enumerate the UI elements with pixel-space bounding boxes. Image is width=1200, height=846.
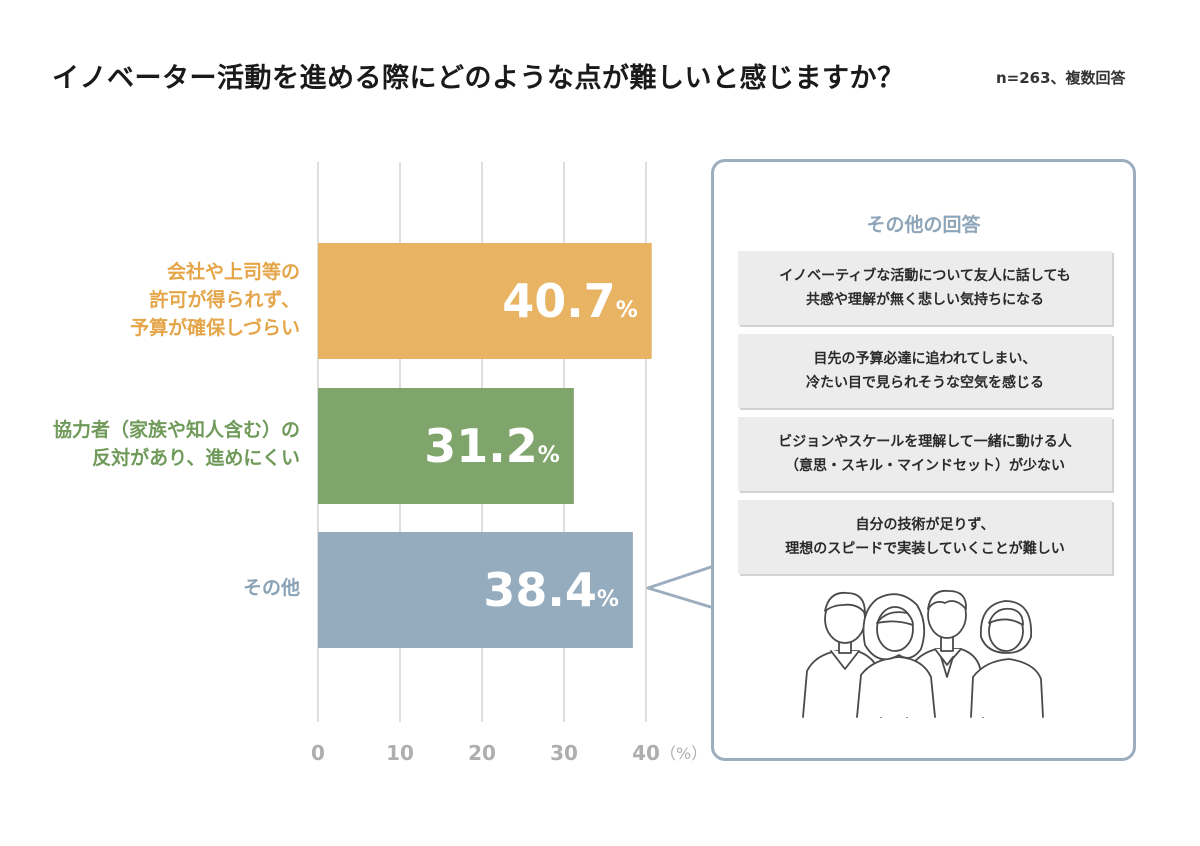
- value-label-3: 38.4%: [483, 563, 619, 617]
- other-answers-panel: その他の回答 イノベーティブな活動について友人に話しても 共感や理解が無く悲しい…: [711, 159, 1136, 761]
- category-label-3: その他: [242, 577, 300, 599]
- x-tick-label-20: 20: [468, 741, 496, 765]
- answer-card-2: 目先の予算必達に追われてしまい、 冷たい目で見られそうな空気を感じる: [738, 334, 1112, 408]
- category-label-1: 会社や上司等の 許可が得られず、 予算が確保しづらい: [130, 261, 300, 339]
- value-number-3: 38.4: [483, 563, 597, 617]
- x-tick-label-10: 10: [386, 741, 414, 765]
- bar-1: [318, 243, 652, 359]
- x-tick-label-0: 0: [311, 741, 325, 765]
- value-unit-3: %: [597, 587, 619, 612]
- four-people-illustration: [802, 589, 1044, 718]
- answer-card-4: 自分の技術が足りず、 理想のスピードで実装していくことが難しい: [738, 500, 1112, 574]
- other-answers-title: その他の回答: [866, 214, 981, 236]
- x-tick-label-30: 30: [550, 741, 578, 765]
- answer-card-3: ビジョンやスケールを理解して一緒に動ける人 （意思・スキル・マインドセット）が少…: [738, 417, 1112, 491]
- value-number-2: 31.2: [424, 419, 538, 473]
- answer-card-1: イノベーティブな活動について友人に話しても 共感や理解が無く悲しい気持ちになる: [738, 251, 1112, 325]
- x-tick-label-40: 40: [632, 741, 660, 765]
- x-axis-unit: （%）: [660, 744, 707, 763]
- chart-title: イノベーター活動を進める際にどのような点が難しいと感じますか？: [52, 63, 905, 94]
- value-unit-1: %: [616, 298, 638, 323]
- bar-2: [318, 388, 574, 504]
- bar-3: [318, 532, 633, 648]
- value-label-2: 31.2%: [424, 419, 560, 473]
- value-number-1: 40.7: [502, 274, 616, 328]
- value-label-1: 40.7%: [502, 274, 638, 328]
- value-unit-2: %: [538, 443, 560, 468]
- category-label-2: 協力者（家族や知人含む）の 反対があり、進めにくい: [52, 419, 300, 469]
- sample-note: n=263、複数回答: [996, 69, 1126, 87]
- speech-bubble-tail: [646, 564, 715, 610]
